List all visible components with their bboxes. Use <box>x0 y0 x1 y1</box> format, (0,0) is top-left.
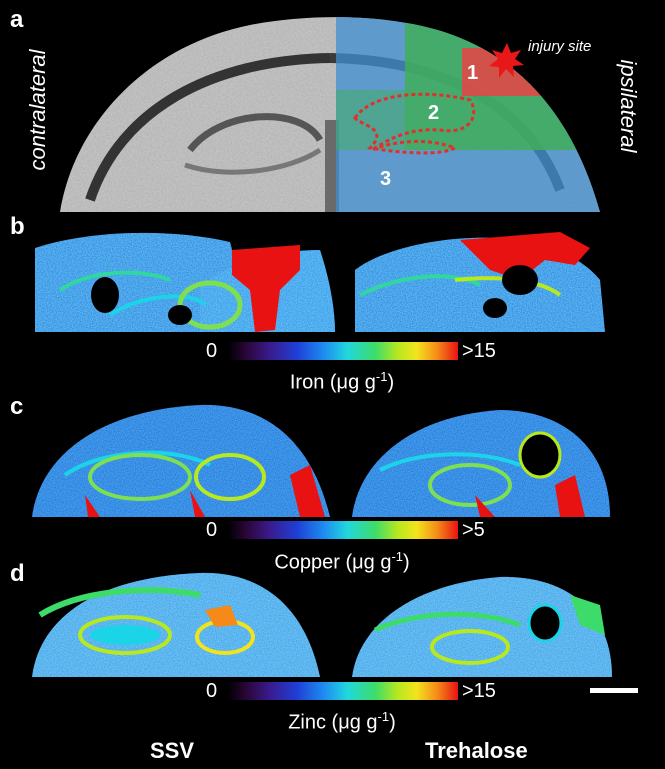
copper-map-trehalose <box>352 410 610 517</box>
zinc-map-trehalose <box>352 576 612 677</box>
region-1-label: 1 <box>467 62 479 84</box>
zinc-unit-exp: -1 <box>377 709 390 724</box>
panel-label-d: d <box>10 560 25 587</box>
zinc-colorbar-max: >15 <box>462 680 496 702</box>
zinc-colorbar <box>228 682 458 700</box>
copper-unit-exp: -1 <box>391 549 404 564</box>
iron-unit-exp: -1 <box>375 369 388 384</box>
region-3-label: 3 <box>380 168 392 190</box>
hippocampus-left <box>187 113 324 153</box>
zinc-colorbar-title: Zinc (μg g-1) <box>212 706 472 734</box>
panel-d-zinc-maps <box>32 572 612 677</box>
copper-unit-close: ) <box>403 551 410 574</box>
copper-colorbar-title: Copper (μg g-1) <box>212 546 472 574</box>
iron-colorbar <box>228 342 458 360</box>
hippocampus-outline <box>353 92 476 155</box>
iron-colorbar-min: 0 <box>206 340 218 362</box>
region-1-overlay <box>462 48 600 96</box>
zinc-unit-close: ) <box>389 711 396 734</box>
panel-a-brain-section <box>60 17 600 213</box>
copper-colorbar-max: >5 <box>462 519 485 541</box>
iron-unit-close: ) <box>387 371 395 394</box>
column-label-trehalose: Trehalose <box>425 738 528 763</box>
panel-b-iron-maps <box>35 232 605 332</box>
white-matter-tract <box>85 53 331 202</box>
iron-colorbar-title: Iron (μg g-1) <box>212 366 472 394</box>
iron-map-ssv <box>35 232 335 332</box>
zinc-map-ssv <box>32 572 320 677</box>
copper-colorbar-min: 0 <box>206 519 218 541</box>
region-2-label: 2 <box>428 102 440 124</box>
panel-label-c: c <box>10 393 24 420</box>
iron-map-trehalose <box>355 232 605 332</box>
column-label-ssv: SSV <box>150 738 195 763</box>
scale-bar <box>590 688 638 693</box>
zinc-unit: Zinc (μg g <box>288 711 378 734</box>
panel-label-a: a <box>10 6 24 33</box>
zinc-colorbar-min: 0 <box>206 680 218 702</box>
injury-star-icon <box>489 43 524 78</box>
contralateral-label: contralateral <box>25 49 50 171</box>
panel-label-b: b <box>10 213 25 240</box>
copper-colorbar <box>228 521 458 539</box>
copper-unit: Copper (μg g <box>274 551 392 574</box>
ipsilateral-label: ipsilateral <box>616 59 641 153</box>
iron-colorbar-max: >15 <box>462 340 496 362</box>
copper-map-ssv <box>32 404 330 517</box>
injury-site-label: injury site <box>528 38 592 55</box>
panel-c-copper-maps <box>32 404 610 517</box>
iron-unit: Iron (μg g <box>289 371 376 394</box>
